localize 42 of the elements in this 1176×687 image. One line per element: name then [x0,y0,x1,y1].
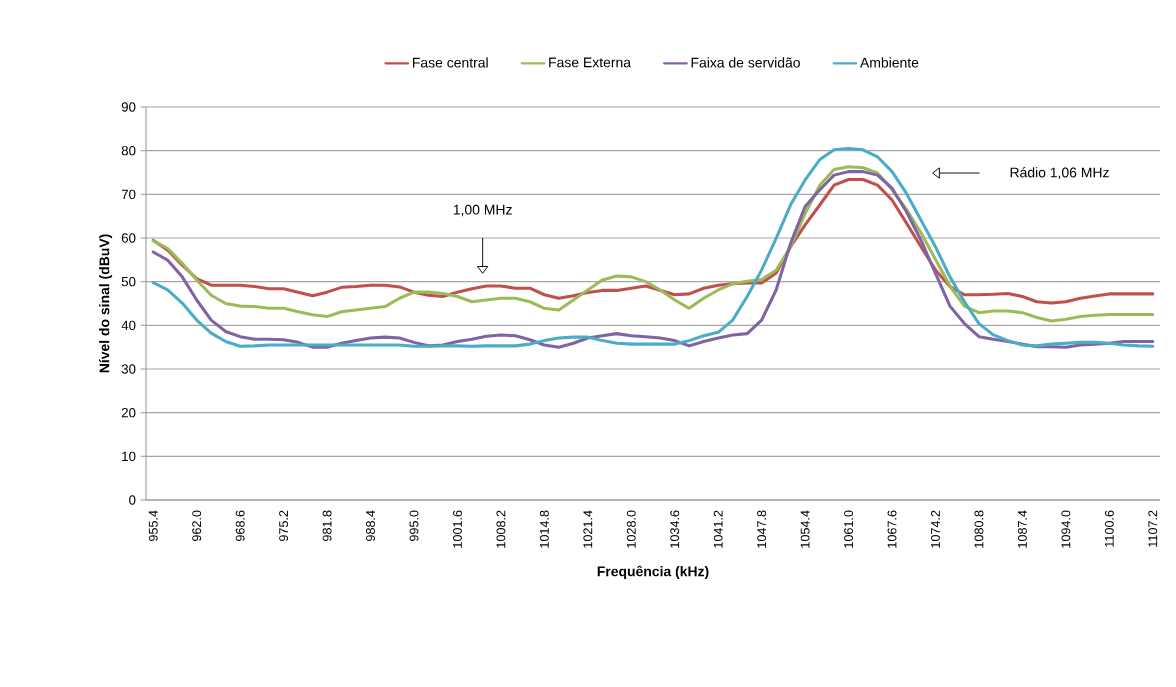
x-tick-label: 1021.4 [583,510,593,548]
x-tick-label: 981.8 [322,510,332,542]
y-tick-label: 0 [129,495,136,505]
x-tick-label: 1054.4 [800,510,810,548]
y-tick-label: 70 [121,189,136,200]
x-tick-label: 1107.2 [1148,510,1158,547]
y-tick-label: 50 [121,276,136,287]
legend-label: Fase central [413,57,488,68]
y-tick-label: 80 [121,145,136,156]
x-tick-label: 1014.8 [539,510,549,548]
legend-label: Faixa de servidão [691,57,800,68]
y-tick-label: 60 [121,233,136,243]
x-tick-label: 1087.4 [1017,510,1027,548]
legend-label: Ambiente [860,57,919,68]
x-tick-label: 1080.8 [974,510,984,548]
x-tick-label: 1094.0 [1061,510,1071,548]
y-tick-label: 40 [121,320,136,331]
x-tick-label: 1067.6 [887,510,897,548]
y-tick-label: 20 [121,407,136,418]
x-tick-label: 1100.6 [1104,510,1114,547]
x-tick-label: 1061.0 [844,510,854,548]
x-axis-title: Frequência (kHz) [597,565,709,580]
x-tick-label: 988.4 [366,510,375,542]
y-tick-label: 10 [122,451,136,462]
legend-label: Fase Externa [549,57,631,68]
annotation: Rádio 1,06 MHz [1010,167,1109,180]
x-tick-label: 1008.2 [496,510,506,548]
x-tick-label: 968.6 [235,510,245,542]
y-tick-label: 90 [121,102,136,112]
y-axis-title: Nível do sinal (dBuV) [98,234,113,373]
x-tick-label: 1001.6 [452,510,462,548]
x-tick-label: 1034.6 [670,510,680,548]
x-tick-label: 1028.0 [626,510,636,548]
x-tick-label: 995.0 [409,510,419,542]
x-tick-label: 975.2 [279,510,289,542]
annotation: 1,00 MHz [453,204,512,217]
x-tick-label: 962.0 [192,510,202,542]
x-tick-label: 955.4 [148,510,158,542]
y-tick-label: 30 [121,364,136,374]
x-tick-label: 1074.2 [931,510,940,548]
x-tick-label: 1041.2 [713,510,723,548]
x-tick-label: 1047.8 [757,510,767,548]
